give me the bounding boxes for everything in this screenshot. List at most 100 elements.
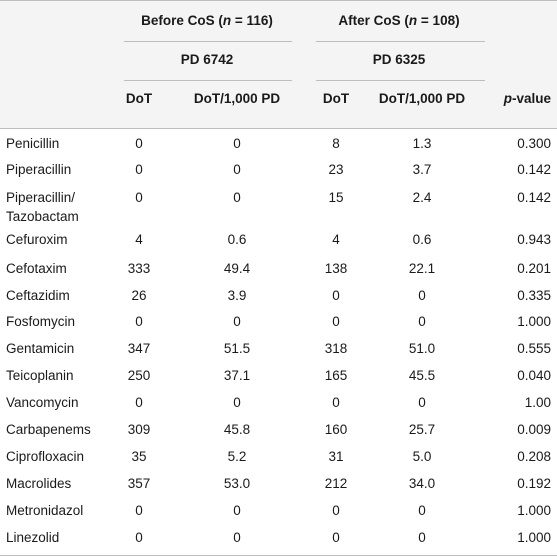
cell-dot-before: 333 xyxy=(127,261,151,276)
drug-name-line: Vancomycin xyxy=(6,395,79,410)
cell-rate-after: 5.0 xyxy=(412,449,432,464)
cell-p-value: 0.300 xyxy=(517,136,551,151)
cell-drug-name: Fosfomycin xyxy=(6,312,75,331)
cell-dot-before: 0 xyxy=(135,190,143,205)
cell-rate-after: 22.1 xyxy=(408,261,436,276)
cell-dot-before: 26 xyxy=(131,288,147,303)
cell-rate-before: 0 xyxy=(233,162,241,177)
cell-rate-before: 5.2 xyxy=(227,449,247,464)
cell-drug-name: Piperacillin xyxy=(6,160,71,179)
cell-dot-before: 357 xyxy=(127,476,151,491)
cell-p-value: 0.201 xyxy=(517,261,551,276)
cell-rate-after: 1.3 xyxy=(412,136,432,151)
cell-dot-after: 0 xyxy=(332,530,340,545)
cell-dot-after: 0 xyxy=(332,395,340,410)
cell-drug-name: Vancomycin xyxy=(6,393,79,412)
before-cos-header: Before CoS (n = 116) xyxy=(141,13,273,28)
cell-dot-before: 309 xyxy=(127,422,151,437)
cell-rate-before: 3.9 xyxy=(227,288,247,303)
cell-rate-before: 0.6 xyxy=(227,232,247,247)
cell-rate-after: 0.6 xyxy=(412,232,432,247)
drug-name-line: Metronidazol xyxy=(6,503,84,518)
table-header-band xyxy=(0,0,557,128)
cell-drug-name: Teicoplanin xyxy=(6,366,74,385)
after-cos-header: After CoS (n = 108) xyxy=(338,13,460,28)
cell-drug-name: Cefotaxim xyxy=(6,259,67,278)
cell-dot-after: 15 xyxy=(328,190,344,205)
cell-drug-name: Metronidazol xyxy=(6,501,83,520)
after-pd-rule xyxy=(316,80,485,81)
cell-drug-name: Macrolides xyxy=(6,474,71,493)
cell-p-value: 0.335 xyxy=(517,288,551,303)
cell-dot-after: 138 xyxy=(324,261,348,276)
cell-dot-after: 165 xyxy=(324,368,348,383)
col-dot-before: DoT xyxy=(125,91,153,106)
cell-dot-before: 0 xyxy=(135,503,143,518)
cell-dot-after: 4 xyxy=(332,232,340,247)
cell-p-value: 0.009 xyxy=(517,422,551,437)
cell-dot-after: 23 xyxy=(328,162,344,177)
cell-dot-before: 0 xyxy=(135,314,143,329)
cell-p-value: 1.00 xyxy=(524,395,551,410)
cell-rate-before: 0 xyxy=(233,395,241,410)
cell-p-value: 1.000 xyxy=(517,503,551,518)
cell-rate-after: 25.7 xyxy=(408,422,436,437)
drug-name-line: Teicoplanin xyxy=(6,368,74,383)
drug-name-line: Tazobactam xyxy=(6,209,79,224)
col-rate-after: DoT/1,000 PD xyxy=(378,91,466,106)
drug-name-line: Fosfomycin xyxy=(6,314,76,329)
cell-drug-name: Ciprofloxacin xyxy=(6,447,84,466)
cell-dot-before: 35 xyxy=(131,449,147,464)
cell-p-value: 0.555 xyxy=(517,341,551,356)
cell-p-value: 0.943 xyxy=(517,232,551,247)
cell-dot-after: 318 xyxy=(324,341,348,356)
cell-dot-before: 0 xyxy=(135,136,143,151)
cell-dot-before: 347 xyxy=(127,341,151,356)
cell-rate-before: 0 xyxy=(233,503,241,518)
cell-p-value: 0.142 xyxy=(517,162,551,177)
cell-dot-after: 31 xyxy=(328,449,344,464)
drug-name-line: Penicillin xyxy=(6,136,60,151)
cell-dot-after: 212 xyxy=(324,476,348,491)
drug-name-line: Macrolides xyxy=(6,476,72,491)
cell-drug-name: Penicillin xyxy=(6,134,59,153)
cell-rate-before: 53.0 xyxy=(223,476,251,491)
cell-p-value: 0.142 xyxy=(517,190,551,205)
cell-rate-after: 3.7 xyxy=(412,162,432,177)
drug-name-line: Ciprofloxacin xyxy=(6,449,85,464)
cell-rate-before: 0 xyxy=(233,136,241,151)
cell-drug-name: Piperacillin/Tazobactam xyxy=(6,188,79,226)
cell-drug-name: Cefuroxim xyxy=(6,230,68,249)
cell-rate-after: 0 xyxy=(418,530,426,545)
drug-name-line: Piperacillin/ xyxy=(6,190,76,205)
before-group-rule xyxy=(124,41,292,42)
cell-rate-before: 0 xyxy=(233,314,241,329)
cell-p-value: 0.040 xyxy=(517,368,551,383)
cell-p-value: 0.208 xyxy=(517,449,551,464)
pd-before-header: PD 6742 xyxy=(180,52,234,67)
cell-dot-before: 0 xyxy=(135,162,143,177)
cell-dot-before: 0 xyxy=(135,395,143,410)
cell-dot-after: 0 xyxy=(332,503,340,518)
drug-name-line: Cefotaxim xyxy=(6,261,67,276)
cell-rate-before: 51.5 xyxy=(223,341,251,356)
drug-name-line: Cefuroxim xyxy=(6,232,68,247)
cell-p-value: 1.000 xyxy=(517,530,551,545)
cell-rate-after: 45.5 xyxy=(408,368,436,383)
top-rule xyxy=(0,0,557,1)
cell-dot-after: 0 xyxy=(332,288,340,303)
drug-name-line: Carbapenems xyxy=(6,422,91,437)
cell-rate-after: 51.0 xyxy=(408,341,436,356)
cell-rate-before: 37.1 xyxy=(223,368,251,383)
cell-rate-after: 34.0 xyxy=(408,476,436,491)
drug-name-line: Ceftazidim xyxy=(6,288,70,303)
col-rate-before: DoT/1,000 PD xyxy=(193,91,281,106)
cell-rate-after: 0 xyxy=(418,503,426,518)
cell-drug-name: Carbapenems xyxy=(6,420,91,439)
drug-name-line: Linezolid xyxy=(6,530,60,545)
cell-p-value: 0.192 xyxy=(517,476,551,491)
cell-rate-before: 0 xyxy=(233,530,241,545)
cell-rate-before: 49.4 xyxy=(223,261,251,276)
header-bottom-rule xyxy=(0,128,557,129)
cell-rate-after: 0 xyxy=(418,314,426,329)
